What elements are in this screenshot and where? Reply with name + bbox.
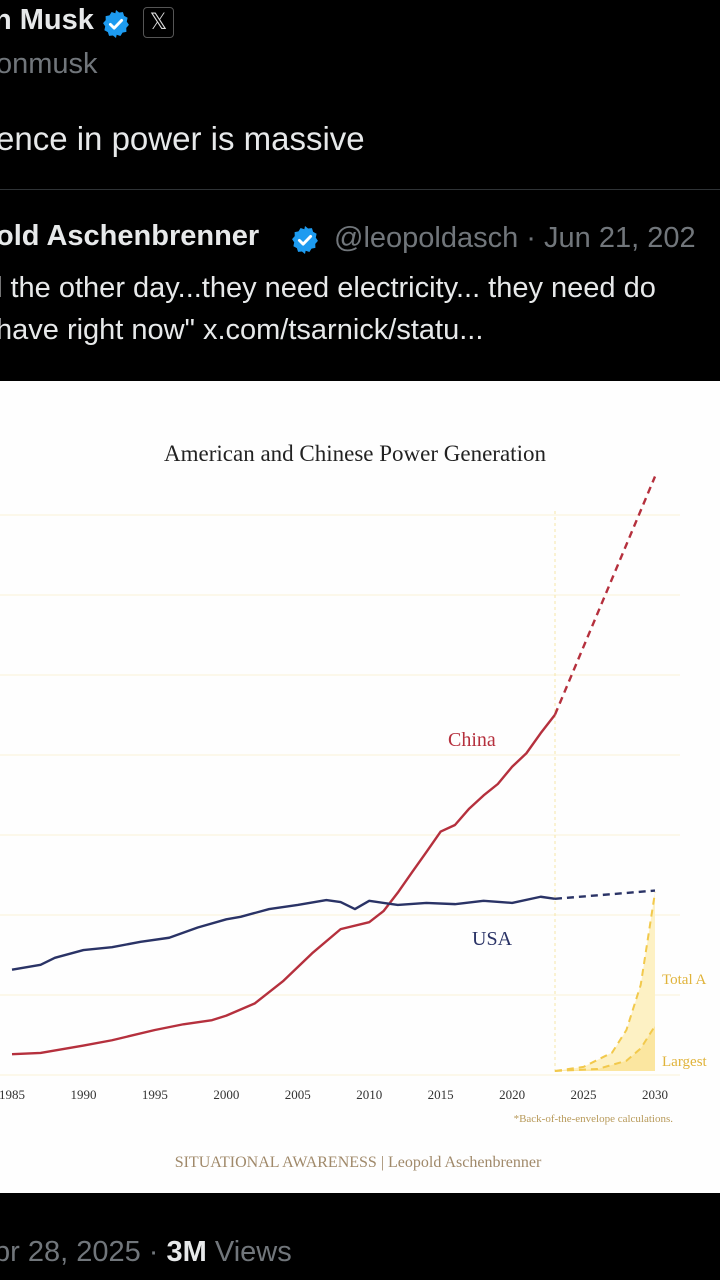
china-line xyxy=(11,713,556,1056)
quoted-verified-badge-icon xyxy=(292,226,318,254)
power-generation-chart: American and Chinese Power Generation 19… xyxy=(0,441,708,1171)
usa-line xyxy=(11,895,556,971)
divider xyxy=(0,189,720,190)
post-timestamp[interactable]: pr 28, 2025 xyxy=(0,1236,141,1268)
largest-area xyxy=(554,1025,655,1071)
verified-badge-icon xyxy=(103,10,129,38)
quoted-text-line-2: have right now" x.com/tsarnick/statu... xyxy=(0,314,484,346)
x-logo-icon: 𝕏 xyxy=(143,7,174,38)
largest-label: Largest xyxy=(662,1054,708,1070)
chart-gridlines xyxy=(0,514,680,1076)
x-tick-label: 1995 xyxy=(142,1087,168,1102)
x-tick-label: 1990 xyxy=(70,1087,96,1102)
x-tick-label: 2000 xyxy=(213,1087,239,1102)
total-ai-label: Total A xyxy=(662,972,707,988)
chart-image[interactable]: American and Chinese Power Generation 19… xyxy=(0,381,720,1193)
chart-credit: SITUATIONAL AWARENESS | Leopold Aschenbr… xyxy=(175,1154,542,1171)
quoted-date[interactable]: Jun 21, 202 xyxy=(544,222,696,254)
quoted-text-line-1: l the other day...they need electricity.… xyxy=(0,272,656,304)
x-tick-label: 2020 xyxy=(499,1087,525,1102)
usa-projection-line xyxy=(554,889,656,900)
quoted-author-name[interactable]: old Aschenbrenner xyxy=(0,220,260,252)
post-text: ence in power is massive xyxy=(0,120,365,157)
x-tick-label: 2030 xyxy=(642,1087,668,1102)
x-tick-label: 2015 xyxy=(428,1087,454,1102)
china-series-label: China xyxy=(448,729,496,751)
usa-series-label: USA xyxy=(472,928,513,950)
x-tick-label: 2005 xyxy=(285,1087,311,1102)
total-ai-line xyxy=(554,892,656,1072)
x-tick-label: 2025 xyxy=(571,1087,597,1102)
chart-title: American and Chinese Power Generation xyxy=(164,441,546,466)
x-tick-label: 2010 xyxy=(356,1087,382,1102)
quoted-handle[interactable]: @leopoldasch xyxy=(334,222,519,254)
quoted-meta: @leopoldasch · Jun 21, 202 xyxy=(334,222,696,254)
author-handle[interactable]: onmusk xyxy=(0,48,98,80)
total-ai-area xyxy=(554,892,655,1071)
chart-footnote: *Back-of-the-envelope calculations. xyxy=(514,1113,674,1125)
views-label: Views xyxy=(214,1236,292,1268)
views-count: 3M xyxy=(166,1236,207,1268)
author-name[interactable]: n Musk xyxy=(0,4,94,36)
largest-line xyxy=(554,1025,656,1072)
post-footer: pr 28, 2025 · 3M Views xyxy=(0,1236,292,1269)
china-projection-line xyxy=(553,476,657,716)
x-tick-label: 1985 xyxy=(0,1087,25,1102)
x-axis-ticks: 1985 1990 1995 2000 2005 2010 2015 2020 2025 2030 xyxy=(0,1087,668,1102)
chart-plot-area xyxy=(11,476,657,1072)
